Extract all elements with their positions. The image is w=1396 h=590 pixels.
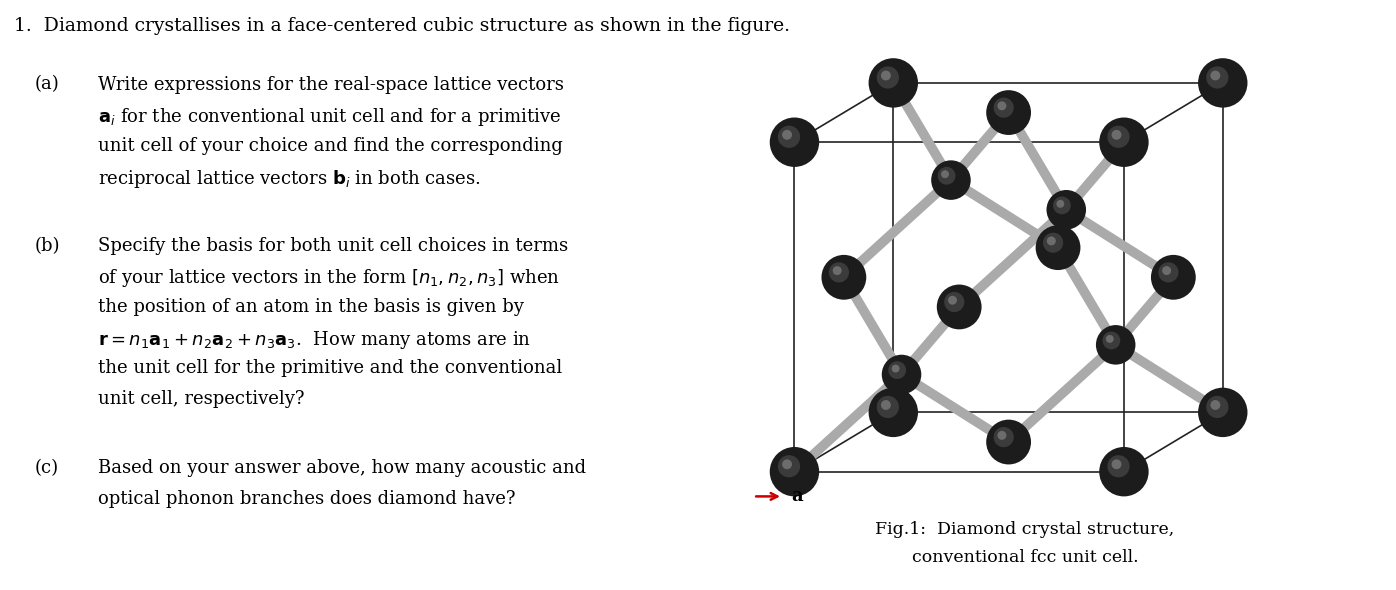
Text: unit cell of your choice and find the corresponding: unit cell of your choice and find the co… [99, 137, 564, 155]
Circle shape [892, 365, 899, 372]
Circle shape [931, 160, 970, 200]
Circle shape [769, 447, 819, 496]
Circle shape [882, 355, 921, 394]
Text: $\mathbf{a}_i$ for the conventional unit cell and for a primitive: $\mathbf{a}_i$ for the conventional unit… [99, 106, 561, 128]
Text: a: a [792, 487, 803, 506]
Circle shape [941, 171, 949, 178]
Text: reciprocal lattice vectors $\mathbf{b}_i$ in both cases.: reciprocal lattice vectors $\mathbf{b}_i… [99, 168, 482, 189]
Circle shape [778, 455, 800, 477]
Circle shape [782, 460, 792, 469]
Circle shape [994, 97, 1013, 118]
Circle shape [1198, 58, 1248, 107]
Circle shape [1047, 190, 1086, 230]
Circle shape [997, 101, 1007, 110]
Text: Specify the basis for both unit cell choices in terms: Specify the basis for both unit cell cho… [99, 237, 568, 255]
Circle shape [832, 266, 842, 275]
Circle shape [1043, 232, 1064, 253]
Text: $\mathbf{r} = n_1\mathbf{a}_1 + n_2\mathbf{a}_2 + n_3\mathbf{a}_3$.  How many at: $\mathbf{r} = n_1\mathbf{a}_1 + n_2\math… [99, 329, 532, 350]
Circle shape [986, 419, 1032, 464]
Circle shape [944, 292, 965, 312]
Circle shape [1161, 266, 1171, 275]
Circle shape [1107, 126, 1129, 148]
Text: conventional fcc unit cell.: conventional fcc unit cell. [912, 549, 1138, 566]
Circle shape [1096, 325, 1135, 365]
Text: the position of an atom in the basis is given by: the position of an atom in the basis is … [99, 298, 525, 316]
Circle shape [881, 71, 891, 80]
Text: (b): (b) [35, 237, 60, 255]
Circle shape [1206, 396, 1228, 418]
Circle shape [888, 361, 906, 379]
Circle shape [1057, 200, 1064, 208]
Circle shape [1103, 332, 1120, 349]
Circle shape [1099, 447, 1149, 496]
Text: 1.  Diamond crystallises in a face-centered cubic structure as shown in the figu: 1. Diamond crystallises in a face-center… [14, 17, 790, 35]
Circle shape [1106, 335, 1114, 343]
Circle shape [948, 296, 956, 304]
Circle shape [994, 427, 1013, 447]
Circle shape [1206, 66, 1228, 88]
Circle shape [1210, 400, 1220, 410]
Circle shape [1036, 225, 1081, 270]
Circle shape [877, 66, 899, 88]
Text: (c): (c) [35, 459, 59, 477]
Circle shape [877, 396, 899, 418]
Circle shape [997, 431, 1007, 440]
Circle shape [1210, 71, 1220, 80]
Circle shape [881, 400, 891, 410]
Circle shape [938, 167, 955, 185]
Circle shape [829, 263, 849, 283]
Circle shape [769, 117, 819, 167]
Circle shape [1047, 237, 1055, 245]
Text: the unit cell for the primitive and the conventional: the unit cell for the primitive and the … [99, 359, 563, 378]
Text: optical phonon branches does diamond have?: optical phonon branches does diamond hav… [99, 490, 517, 508]
Text: Fig.1:  Diamond crystal structure,: Fig.1: Diamond crystal structure, [875, 521, 1174, 538]
Circle shape [1159, 263, 1178, 283]
Circle shape [1111, 460, 1121, 469]
Circle shape [1107, 455, 1129, 477]
Circle shape [868, 58, 919, 107]
Text: Write expressions for the real-space lattice vectors: Write expressions for the real-space lat… [99, 76, 564, 94]
Circle shape [782, 130, 792, 140]
Text: Based on your answer above, how many acoustic and: Based on your answer above, how many aco… [99, 459, 586, 477]
Circle shape [778, 126, 800, 148]
Circle shape [986, 90, 1032, 135]
Text: of your lattice vectors in the form $[n_1, n_2, n_3]$ when: of your lattice vectors in the form $[n_… [99, 267, 560, 289]
Text: (a): (a) [35, 76, 60, 94]
Text: unit cell, respectively?: unit cell, respectively? [99, 390, 304, 408]
Circle shape [1053, 196, 1071, 214]
Circle shape [937, 284, 981, 329]
Circle shape [1150, 255, 1196, 300]
Circle shape [1099, 117, 1149, 167]
Circle shape [868, 388, 919, 437]
Circle shape [1198, 388, 1248, 437]
Circle shape [821, 255, 867, 300]
Circle shape [1111, 130, 1121, 140]
